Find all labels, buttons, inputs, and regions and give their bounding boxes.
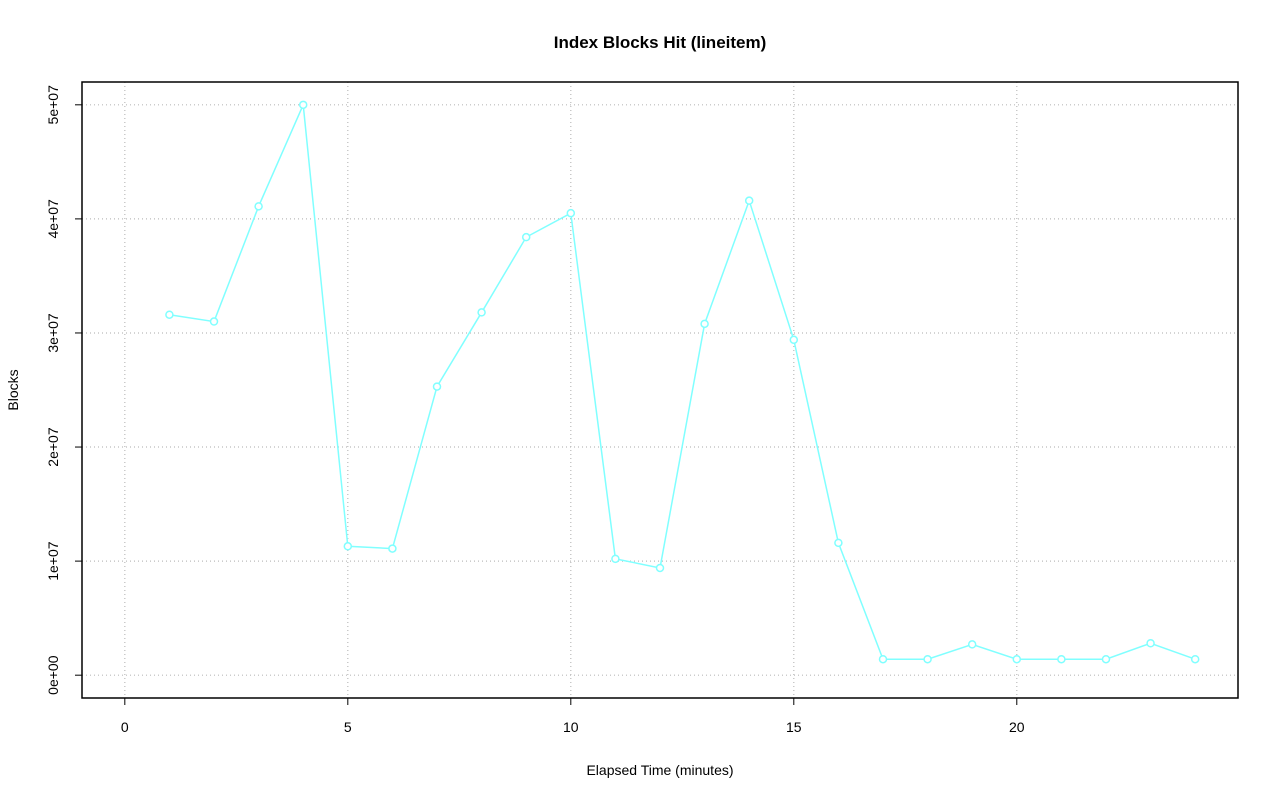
y-tick-label: 3e+07 (45, 313, 61, 353)
y-tick-label: 5e+07 (45, 85, 61, 125)
point (566, 208, 576, 218)
y-tick-label: 1e+07 (45, 541, 61, 581)
point (432, 382, 442, 391)
y-axis-label: Blocks (5, 369, 21, 410)
x-tick-label: 15 (786, 719, 802, 735)
point (298, 100, 308, 110)
point (1012, 654, 1022, 664)
point (521, 232, 531, 242)
point (611, 554, 620, 564)
point (967, 640, 977, 649)
point (1190, 654, 1200, 664)
point (209, 317, 219, 326)
point (388, 544, 397, 553)
x-tick-label: 5 (344, 719, 352, 735)
point (1057, 654, 1066, 664)
point (477, 308, 486, 317)
x-axis-label: Elapsed Time (minutes) (586, 762, 733, 778)
point (923, 654, 932, 664)
point (878, 654, 888, 664)
point (789, 335, 799, 345)
point (165, 310, 174, 319)
chart-title: Index Blocks Hit (lineitem) (554, 33, 767, 52)
y-tick-label: 0e+00 (45, 655, 61, 695)
y-tick-label: 4e+07 (45, 199, 61, 239)
point (834, 538, 843, 548)
point (343, 542, 353, 551)
point (1101, 654, 1111, 664)
x-tick-label: 0 (121, 719, 129, 735)
plot-frame (81, 81, 1239, 699)
point (1146, 638, 1155, 648)
x-tick-label: 20 (1009, 719, 1025, 735)
point (254, 202, 263, 211)
point (744, 196, 754, 205)
line (169, 101, 1196, 660)
y-tick-label: 2e+07 (45, 427, 61, 467)
point (700, 319, 709, 329)
point (655, 563, 665, 573)
x-tick-label: 10 (563, 719, 579, 735)
